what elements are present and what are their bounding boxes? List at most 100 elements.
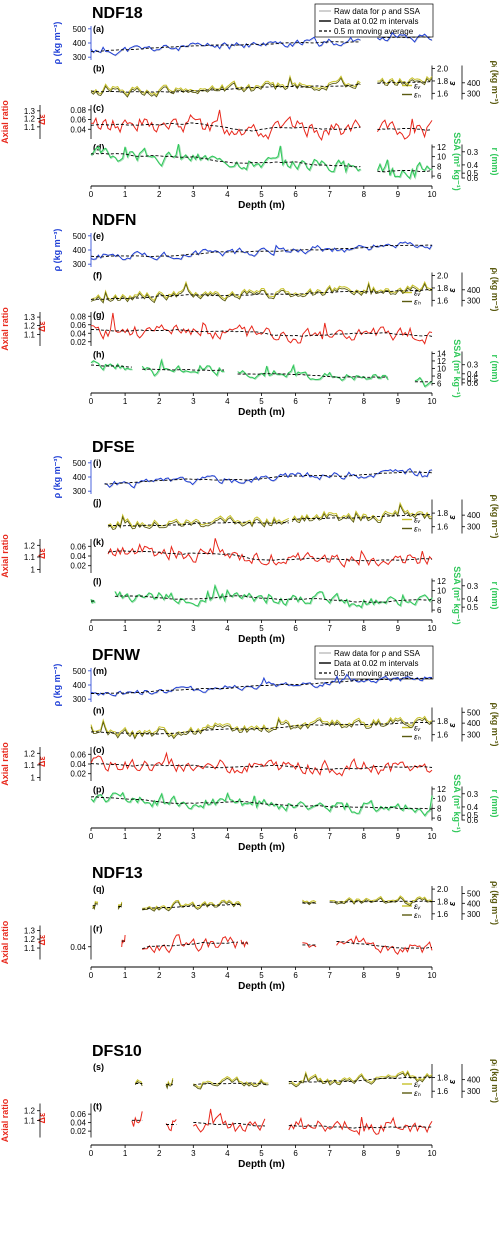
x-tick-label: 2 bbox=[157, 397, 162, 406]
moving-average-line bbox=[90, 244, 433, 258]
x-tick-label: 1 bbox=[123, 971, 128, 980]
y-tick-label: 1.8 bbox=[437, 509, 449, 518]
x-axis-ndf18: 0 1 2 3 4 5 6 7 8 9 10 Depth (m) bbox=[89, 185, 437, 211]
x-tick-label: 6 bbox=[293, 971, 298, 980]
moving-average-line bbox=[292, 514, 433, 521]
legend-eps-h-label: εₕ bbox=[414, 91, 422, 100]
x-tick-label: 4 bbox=[225, 971, 230, 980]
y-tick-label: 500 bbox=[467, 889, 481, 898]
panel-k: (k) 0.020.040.06 Δε1 1.1 1.2 Axial ratio bbox=[0, 534, 433, 578]
y-tick-label: 0.4 bbox=[467, 595, 479, 604]
delta-eps-line bbox=[90, 109, 361, 142]
x-tick-label: 1 bbox=[123, 190, 128, 199]
x-tick-label: 4 bbox=[225, 832, 230, 841]
x-axis-title: Depth (m) bbox=[238, 842, 285, 853]
moving-average-line bbox=[90, 796, 432, 810]
legend-interval-label: Data at 0.02 m intervals bbox=[334, 659, 418, 668]
legend-box bbox=[314, 645, 434, 680]
ssa-line bbox=[90, 143, 361, 174]
y-tick-label: 0.4 bbox=[467, 370, 479, 379]
x-tick-label: 1 bbox=[123, 397, 128, 406]
rho-i-axis-label: ρᵢ (kg m⁻³) bbox=[490, 702, 500, 746]
y-tick-label: 1.6 bbox=[437, 731, 449, 740]
eps-h-line bbox=[329, 896, 433, 907]
x-tick-label: 10 bbox=[428, 624, 437, 633]
eps-v-line bbox=[90, 715, 433, 738]
x-tick-label: 0 bbox=[89, 1149, 94, 1158]
y-axis-label: ρ (kg m⁻³) bbox=[52, 664, 62, 707]
legend-eps-h-label: εₕ bbox=[414, 1089, 422, 1098]
x-tick-label: 4 bbox=[225, 624, 230, 633]
moving-average-line bbox=[114, 595, 433, 603]
panel-label: (q) bbox=[93, 884, 105, 894]
x-axis-ndfn: 0 1 2 3 4 5 6 7 8 9 10 Depth (m) bbox=[89, 392, 437, 418]
x-tick-label: 10 bbox=[428, 190, 437, 199]
panel-label: (c) bbox=[93, 103, 104, 113]
eps-h-line bbox=[288, 1071, 433, 1088]
x-axis-title: Depth (m) bbox=[238, 634, 285, 645]
y-tick-label: 400 bbox=[73, 473, 87, 482]
panel-m: (m) 300 400 500 ρ (kg m⁻³) bbox=[52, 664, 433, 707]
y-tick-label: 1.6 bbox=[437, 296, 449, 305]
y-tick-label: 1.6 bbox=[437, 1087, 449, 1096]
r-axis-label: r (mm) bbox=[490, 581, 500, 609]
ssa-line bbox=[237, 363, 389, 382]
y-tick-label: 1.2 bbox=[24, 1107, 36, 1116]
x-tick-label: 5 bbox=[259, 832, 264, 841]
y-tick-label: 0.04 bbox=[70, 943, 86, 952]
y-tick-label: 10 bbox=[437, 153, 446, 162]
x-tick-label: 4 bbox=[225, 190, 230, 199]
ssa-line bbox=[414, 376, 433, 388]
y-tick-label: 300 bbox=[73, 487, 87, 496]
eps-v-line bbox=[193, 1076, 269, 1088]
group-title-dfnw: DFNW bbox=[92, 647, 141, 664]
eps-h-line bbox=[291, 503, 432, 524]
panel-r: (r) 0.04 Δε1.11.21.3 Axial ratio bbox=[0, 920, 433, 964]
y-tick-label: 12 bbox=[437, 577, 446, 586]
legend-box bbox=[314, 3, 434, 38]
y-tick-label: 300 bbox=[73, 260, 87, 269]
moving-average-line bbox=[377, 81, 433, 84]
rho-i-axis-label: ρᵢ (kg m⁻³) bbox=[490, 881, 500, 925]
y-tick-label: 0.3 bbox=[467, 790, 479, 799]
y-tick-label: 1 bbox=[31, 566, 36, 575]
moving-average-line bbox=[142, 368, 225, 371]
delta-eps-line bbox=[193, 1108, 266, 1133]
y-tick-label: 0.02 bbox=[70, 1127, 86, 1136]
x-axis-dfs10: 0 1 2 3 4 5 6 7 8 9 10 Depth (m) bbox=[89, 1144, 437, 1170]
panel-a: (a) 300 400 500 ρ (kg m⁻³) bbox=[52, 22, 433, 64]
y-tick-label: 400 bbox=[467, 719, 481, 728]
x-tick-label: 6 bbox=[293, 832, 298, 841]
ssa-line bbox=[90, 791, 433, 817]
x-axis-title: Depth (m) bbox=[238, 407, 285, 418]
y-tick-label: 0.04 bbox=[70, 329, 86, 338]
legend-interval-label: Data at 0.02 m intervals bbox=[334, 17, 418, 26]
x-axis-title: Depth (m) bbox=[238, 981, 285, 992]
x-tick-label: 7 bbox=[327, 624, 332, 633]
x-axis-title: Depth (m) bbox=[238, 1159, 285, 1170]
y-tick-label: 12 bbox=[437, 357, 446, 366]
eps-v-line bbox=[288, 1070, 433, 1086]
y-tick-label: 0.5 bbox=[467, 169, 479, 178]
y-tick-label: 1.8 bbox=[437, 1074, 449, 1083]
x-tick-label: 5 bbox=[259, 971, 264, 980]
delta-eps-line bbox=[288, 1116, 433, 1136]
r-axis-label: r (mm) bbox=[490, 147, 500, 175]
moving-average-line bbox=[329, 900, 433, 903]
y-tick-label: 1.1 bbox=[24, 1117, 36, 1126]
delta-eps-line bbox=[107, 538, 433, 568]
y-tick-label: 0.06 bbox=[70, 1110, 86, 1119]
group-title-dfs10: DFS10 bbox=[92, 1043, 142, 1060]
panel-label: (e) bbox=[93, 231, 104, 241]
y-tick-label: 0.06 bbox=[70, 542, 86, 551]
y-tick-label: 0.3 bbox=[467, 361, 479, 370]
y-tick-label: 1.8 bbox=[437, 77, 449, 86]
x-tick-label: 7 bbox=[327, 971, 332, 980]
y-tick-label: 1.8 bbox=[437, 897, 449, 906]
delta-eps-axis-label: Δε bbox=[37, 756, 47, 767]
x-tick-label: 7 bbox=[327, 190, 332, 199]
legend-eps-h-label: εₕ bbox=[414, 911, 422, 920]
